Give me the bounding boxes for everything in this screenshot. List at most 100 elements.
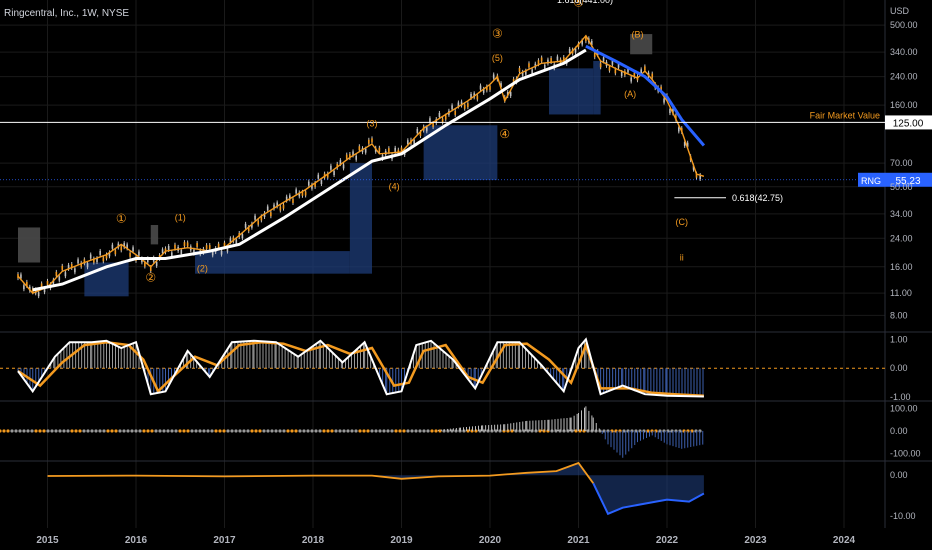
zero-dot bbox=[370, 429, 374, 433]
candle-body bbox=[120, 246, 123, 251]
time-axis-label: 2018 bbox=[302, 535, 325, 546]
zero-dot bbox=[426, 429, 430, 433]
candle-body bbox=[123, 243, 125, 248]
zero-dot bbox=[242, 429, 246, 433]
candle-body bbox=[581, 40, 583, 45]
candle-body bbox=[482, 88, 485, 93]
candle-body bbox=[263, 212, 266, 217]
zero-dot bbox=[62, 429, 66, 433]
candle-body bbox=[525, 70, 527, 75]
candle-body bbox=[260, 216, 263, 221]
candle-body bbox=[270, 212, 272, 217]
candle-body bbox=[378, 147, 381, 152]
zero-dot bbox=[102, 429, 106, 433]
zero-dot bbox=[46, 429, 50, 433]
price-axis-label: 8.00 bbox=[890, 310, 908, 320]
candle-body bbox=[301, 191, 304, 196]
zero-dot bbox=[202, 429, 206, 433]
zero-dot bbox=[198, 429, 202, 433]
time-axis-label: 2021 bbox=[567, 535, 590, 546]
candle-body bbox=[326, 173, 329, 178]
zero-dot bbox=[434, 429, 438, 433]
candle-body bbox=[500, 83, 502, 88]
candle-body bbox=[451, 105, 453, 110]
candle-body bbox=[244, 223, 247, 228]
wave-label: ④ bbox=[499, 127, 510, 141]
last-price-tag-text: 55.23 bbox=[895, 176, 920, 187]
zero-dot bbox=[414, 429, 418, 433]
candle-body bbox=[608, 66, 611, 71]
zero-dot bbox=[74, 429, 78, 433]
candle-body bbox=[568, 48, 571, 53]
zero-dot bbox=[122, 429, 126, 433]
zero-dot bbox=[438, 429, 442, 433]
candle-body bbox=[429, 118, 431, 123]
fair-market-tag bbox=[885, 115, 932, 130]
zero-dot bbox=[282, 429, 286, 433]
zero-dot bbox=[214, 429, 218, 433]
zero-dot bbox=[410, 429, 414, 433]
hist-axis-label: 100.00 bbox=[890, 404, 918, 414]
candle-body bbox=[678, 127, 680, 132]
candle-body bbox=[562, 57, 565, 62]
zero-dot bbox=[346, 429, 350, 433]
zero-dot bbox=[646, 429, 650, 433]
zero-dot bbox=[14, 429, 18, 433]
candle-body bbox=[358, 146, 361, 151]
candle-body bbox=[20, 274, 22, 279]
slow-oscillator-line bbox=[17, 340, 704, 397]
candle-body bbox=[279, 206, 282, 211]
candle-body bbox=[257, 220, 260, 225]
zero-dot bbox=[190, 429, 194, 433]
momentum-axis-label: -10.00 bbox=[890, 511, 916, 521]
candle-body bbox=[295, 189, 297, 194]
candle-body bbox=[413, 139, 415, 144]
zero-dot bbox=[218, 429, 222, 433]
zero-dot bbox=[66, 429, 70, 433]
candle-body bbox=[547, 59, 549, 64]
candle-body bbox=[254, 215, 256, 220]
zero-dot bbox=[230, 429, 234, 433]
blue-moving-average bbox=[585, 44, 706, 147]
candle-body bbox=[196, 243, 198, 248]
wave-label: ① bbox=[116, 212, 127, 226]
candle-body bbox=[317, 174, 320, 179]
zero-dot bbox=[406, 429, 410, 433]
candle-body bbox=[419, 132, 422, 137]
candle-body bbox=[672, 109, 674, 114]
candle-body bbox=[64, 272, 67, 277]
zero-dot bbox=[58, 429, 62, 433]
price-axis-label: 16.00 bbox=[890, 262, 913, 272]
candle-body bbox=[93, 258, 95, 263]
candle-body bbox=[307, 181, 310, 186]
candle-body bbox=[114, 250, 117, 255]
zero-dot bbox=[450, 429, 454, 433]
candle-body bbox=[161, 249, 164, 254]
candle-body bbox=[208, 245, 211, 250]
candle-body bbox=[512, 78, 515, 83]
zero-dot bbox=[110, 429, 114, 433]
price-axis-label: 11.00 bbox=[890, 288, 912, 298]
price-axis-label: 160.00 bbox=[890, 100, 918, 110]
zero-dot bbox=[78, 429, 82, 433]
time-axis-label: 2016 bbox=[125, 535, 148, 546]
price-axis-label: 70.00 bbox=[890, 158, 913, 168]
candle-body bbox=[217, 243, 220, 248]
zero-dot bbox=[54, 429, 58, 433]
zero-dot bbox=[6, 429, 10, 433]
zero-dot bbox=[186, 429, 190, 433]
zero-dot bbox=[270, 429, 274, 433]
zero-dot bbox=[170, 429, 174, 433]
candle-body bbox=[144, 262, 146, 267]
candle-body bbox=[364, 148, 367, 153]
zero-dot bbox=[318, 429, 322, 433]
zero-dot bbox=[362, 429, 366, 433]
fib-label: 0.618(42.75) bbox=[732, 193, 783, 203]
zero-dot bbox=[18, 429, 22, 433]
candle-body bbox=[352, 151, 354, 156]
candle-body bbox=[470, 93, 472, 98]
momentum-axis-label: 0.00 bbox=[890, 470, 908, 480]
candle-body bbox=[330, 165, 332, 170]
candle-body bbox=[371, 138, 373, 143]
